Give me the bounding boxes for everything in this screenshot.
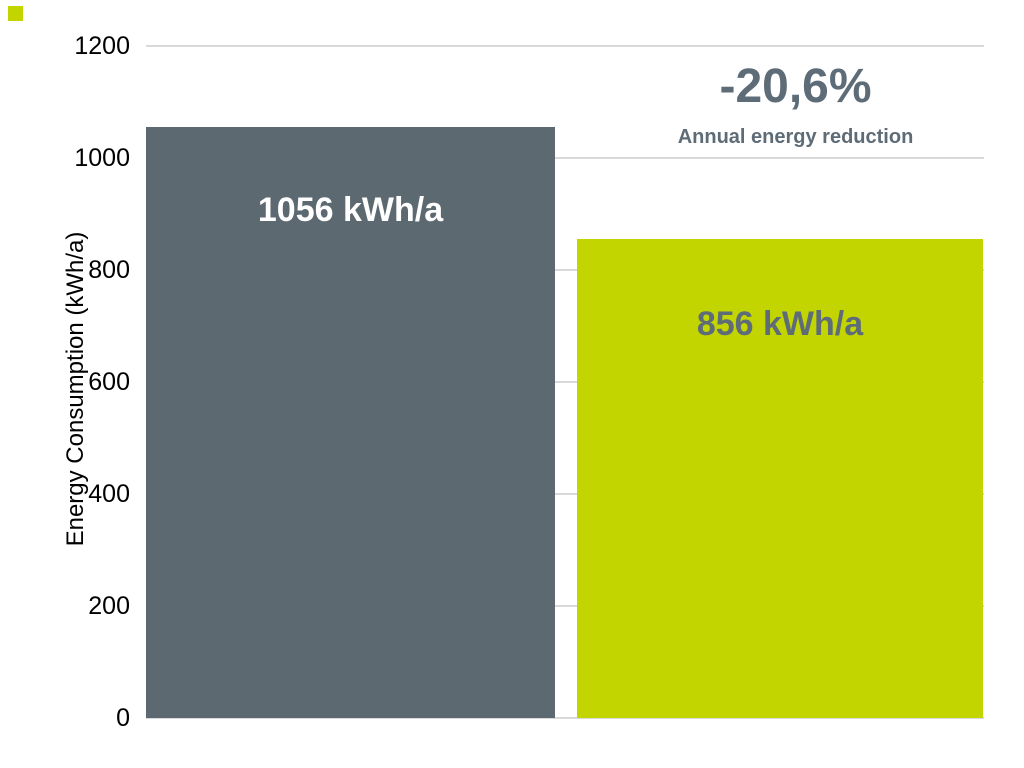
plot-area: 1056 kWh/a 856 kWh/a [146,45,984,719]
annotation-block: -20,6% Annual energy reduction [577,46,1014,149]
gridline-600 [146,381,984,383]
bar-before: 1056 kWh/a [146,126,555,718]
y-tick-label-800: 800 [88,256,130,284]
y-tick-label-400: 400 [88,480,130,508]
gridline-1000 [146,157,984,159]
gridline-800 [146,269,984,271]
y-tick-label-0: 0 [116,704,130,732]
bar-after: 856 kWh/a [577,238,983,718]
gridline-400 [146,493,984,495]
y-tick-label-1200: 1200 [74,32,130,60]
y-axis-tick-labels: 1200 1000 800 600 400 200 0 [0,0,130,768]
legend-marker-square [8,6,23,21]
y-tick-label-1000: 1000 [74,144,130,172]
bar-after-value-label: 856 kWh/a [696,304,864,343]
gridline-0 [146,717,984,719]
gridline-200 [146,605,984,607]
annotation-percentage: -20,6% [719,60,872,113]
gridline-1200 [146,45,984,47]
y-tick-label-600: 600 [88,368,130,396]
y-tick-label-200: 200 [88,592,130,620]
bar-before-value-label: 1056 kWh/a [257,190,444,229]
annotation-caption: Annual energy reduction [677,126,914,148]
